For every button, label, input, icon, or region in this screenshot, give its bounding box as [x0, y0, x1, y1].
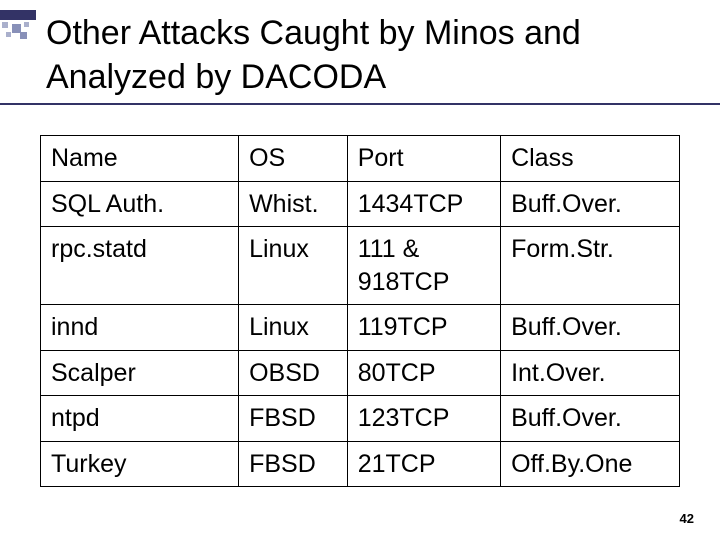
cell-os: Whist. — [239, 181, 348, 227]
col-header-port: Port — [347, 136, 500, 182]
cell-name: Turkey — [41, 441, 239, 487]
cell-os: FBSD — [239, 441, 348, 487]
cell-port: 1434TCP — [347, 181, 500, 227]
table-row: ntpd FBSD 123TCP Buff.Over. — [41, 396, 680, 442]
cell-name: rpc.statd — [41, 227, 239, 305]
cell-name: innd — [41, 305, 239, 351]
cell-port: 21TCP — [347, 441, 500, 487]
col-header-class: Class — [501, 136, 680, 182]
cell-class: Buff.Over. — [501, 181, 680, 227]
cell-os: FBSD — [239, 396, 348, 442]
table-row: Scalper OBSD 80TCP Int.Over. — [41, 350, 680, 396]
cell-class: Buff.Over. — [501, 305, 680, 351]
table-row: rpc.statd Linux 111 & 918TCP Form.Str. — [41, 227, 680, 305]
cell-os: Linux — [239, 305, 348, 351]
cell-name: SQL Auth. — [41, 181, 239, 227]
page-number: 42 — [680, 511, 694, 526]
slide-title: Other Attacks Caught by Minos and Analyz… — [46, 12, 700, 99]
cell-os: OBSD — [239, 350, 348, 396]
cell-class: Off.By.One — [501, 441, 680, 487]
col-header-os: OS — [239, 136, 348, 182]
accent-squares — [0, 22, 36, 38]
attacks-table: Name OS Port Class SQL Auth. Whist. 1434… — [40, 135, 680, 487]
accent-bar — [0, 10, 36, 20]
table-row: innd Linux 119TCP Buff.Over. — [41, 305, 680, 351]
cell-port: 80TCP — [347, 350, 500, 396]
title-underline — [0, 103, 720, 105]
table-header-row: Name OS Port Class — [41, 136, 680, 182]
cell-name: Scalper — [41, 350, 239, 396]
cell-port: 111 & 918TCP — [347, 227, 500, 305]
cell-class: Buff.Over. — [501, 396, 680, 442]
col-header-name: Name — [41, 136, 239, 182]
cell-os: Linux — [239, 227, 348, 305]
cell-class: Int.Over. — [501, 350, 680, 396]
table-row: SQL Auth. Whist. 1434TCP Buff.Over. — [41, 181, 680, 227]
cell-port: 123TCP — [347, 396, 500, 442]
cell-name: ntpd — [41, 396, 239, 442]
table-row: Turkey FBSD 21TCP Off.By.One — [41, 441, 680, 487]
cell-class: Form.Str. — [501, 227, 680, 305]
cell-port: 119TCP — [347, 305, 500, 351]
